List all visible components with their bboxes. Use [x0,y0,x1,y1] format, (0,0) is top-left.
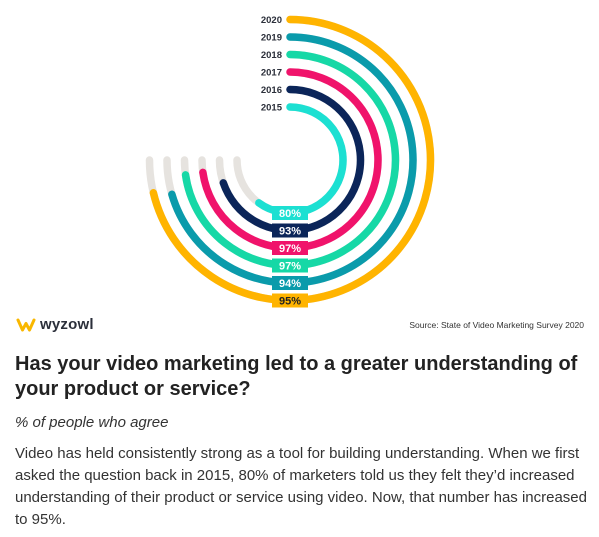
wyzowl-logo-icon [16,318,36,331]
brand-logo: wyzowl [16,316,94,333]
ring-bar-2019 [168,33,417,287]
ring-2019: 2019 94% [163,33,417,290]
value-badge-2016 [272,223,308,238]
value-badge-2019 [272,276,308,290]
year-label-2020: 2020 [261,15,282,26]
value-badge-2017 [272,241,308,255]
ring-bar-2015 [255,103,347,217]
source-note: Source: State of Video Marketing Survey … [409,320,584,330]
ring-bar-2017 [199,68,382,252]
ring-2015: 2015 80% [233,103,347,220]
ring-2020: 2020 95% [145,15,435,308]
ring-bar-2018 [181,50,400,270]
radial-chart: 2015 80% 2016 93% 2017 97% 2018 97% 2019 94% 2020 9… [145,15,435,308]
ring-bar-2016 [219,85,365,235]
value-label-2016: 93% [279,226,301,238]
radial-bar-chart: 2015 80% 2016 93% 2017 97% 2018 97% 2019 94% 2020 9… [145,15,435,308]
year-label-2015: 2015 [261,103,283,114]
value-label-2020: 95% [279,296,301,308]
value-badge-2018 [272,258,308,273]
value-label-2019: 94% [279,278,301,290]
value-badge-2015 [272,206,308,220]
brand-name: wyzowl [40,316,94,333]
value-badge-2020 [272,293,308,308]
ring-2016: 2016 93% [215,85,365,238]
subtitle: % of people who agree [15,414,169,431]
year-label-2016: 2016 [261,85,282,96]
year-label-2018: 2018 [261,50,282,61]
year-label-2019: 2019 [261,33,282,44]
value-label-2018: 97% [279,261,301,273]
question-heading: Has your video marketing led to a greate… [15,353,578,400]
ring-bar-2020 [149,15,435,305]
ring-2018: 2018 97% [180,50,400,273]
ring-2017: 2017 97% [198,68,382,255]
description-text: Video has held consistently strong as a … [15,445,587,528]
year-label-2017: 2017 [261,68,282,79]
value-label-2015: 80% [279,208,301,220]
value-label-2017: 97% [279,243,301,255]
